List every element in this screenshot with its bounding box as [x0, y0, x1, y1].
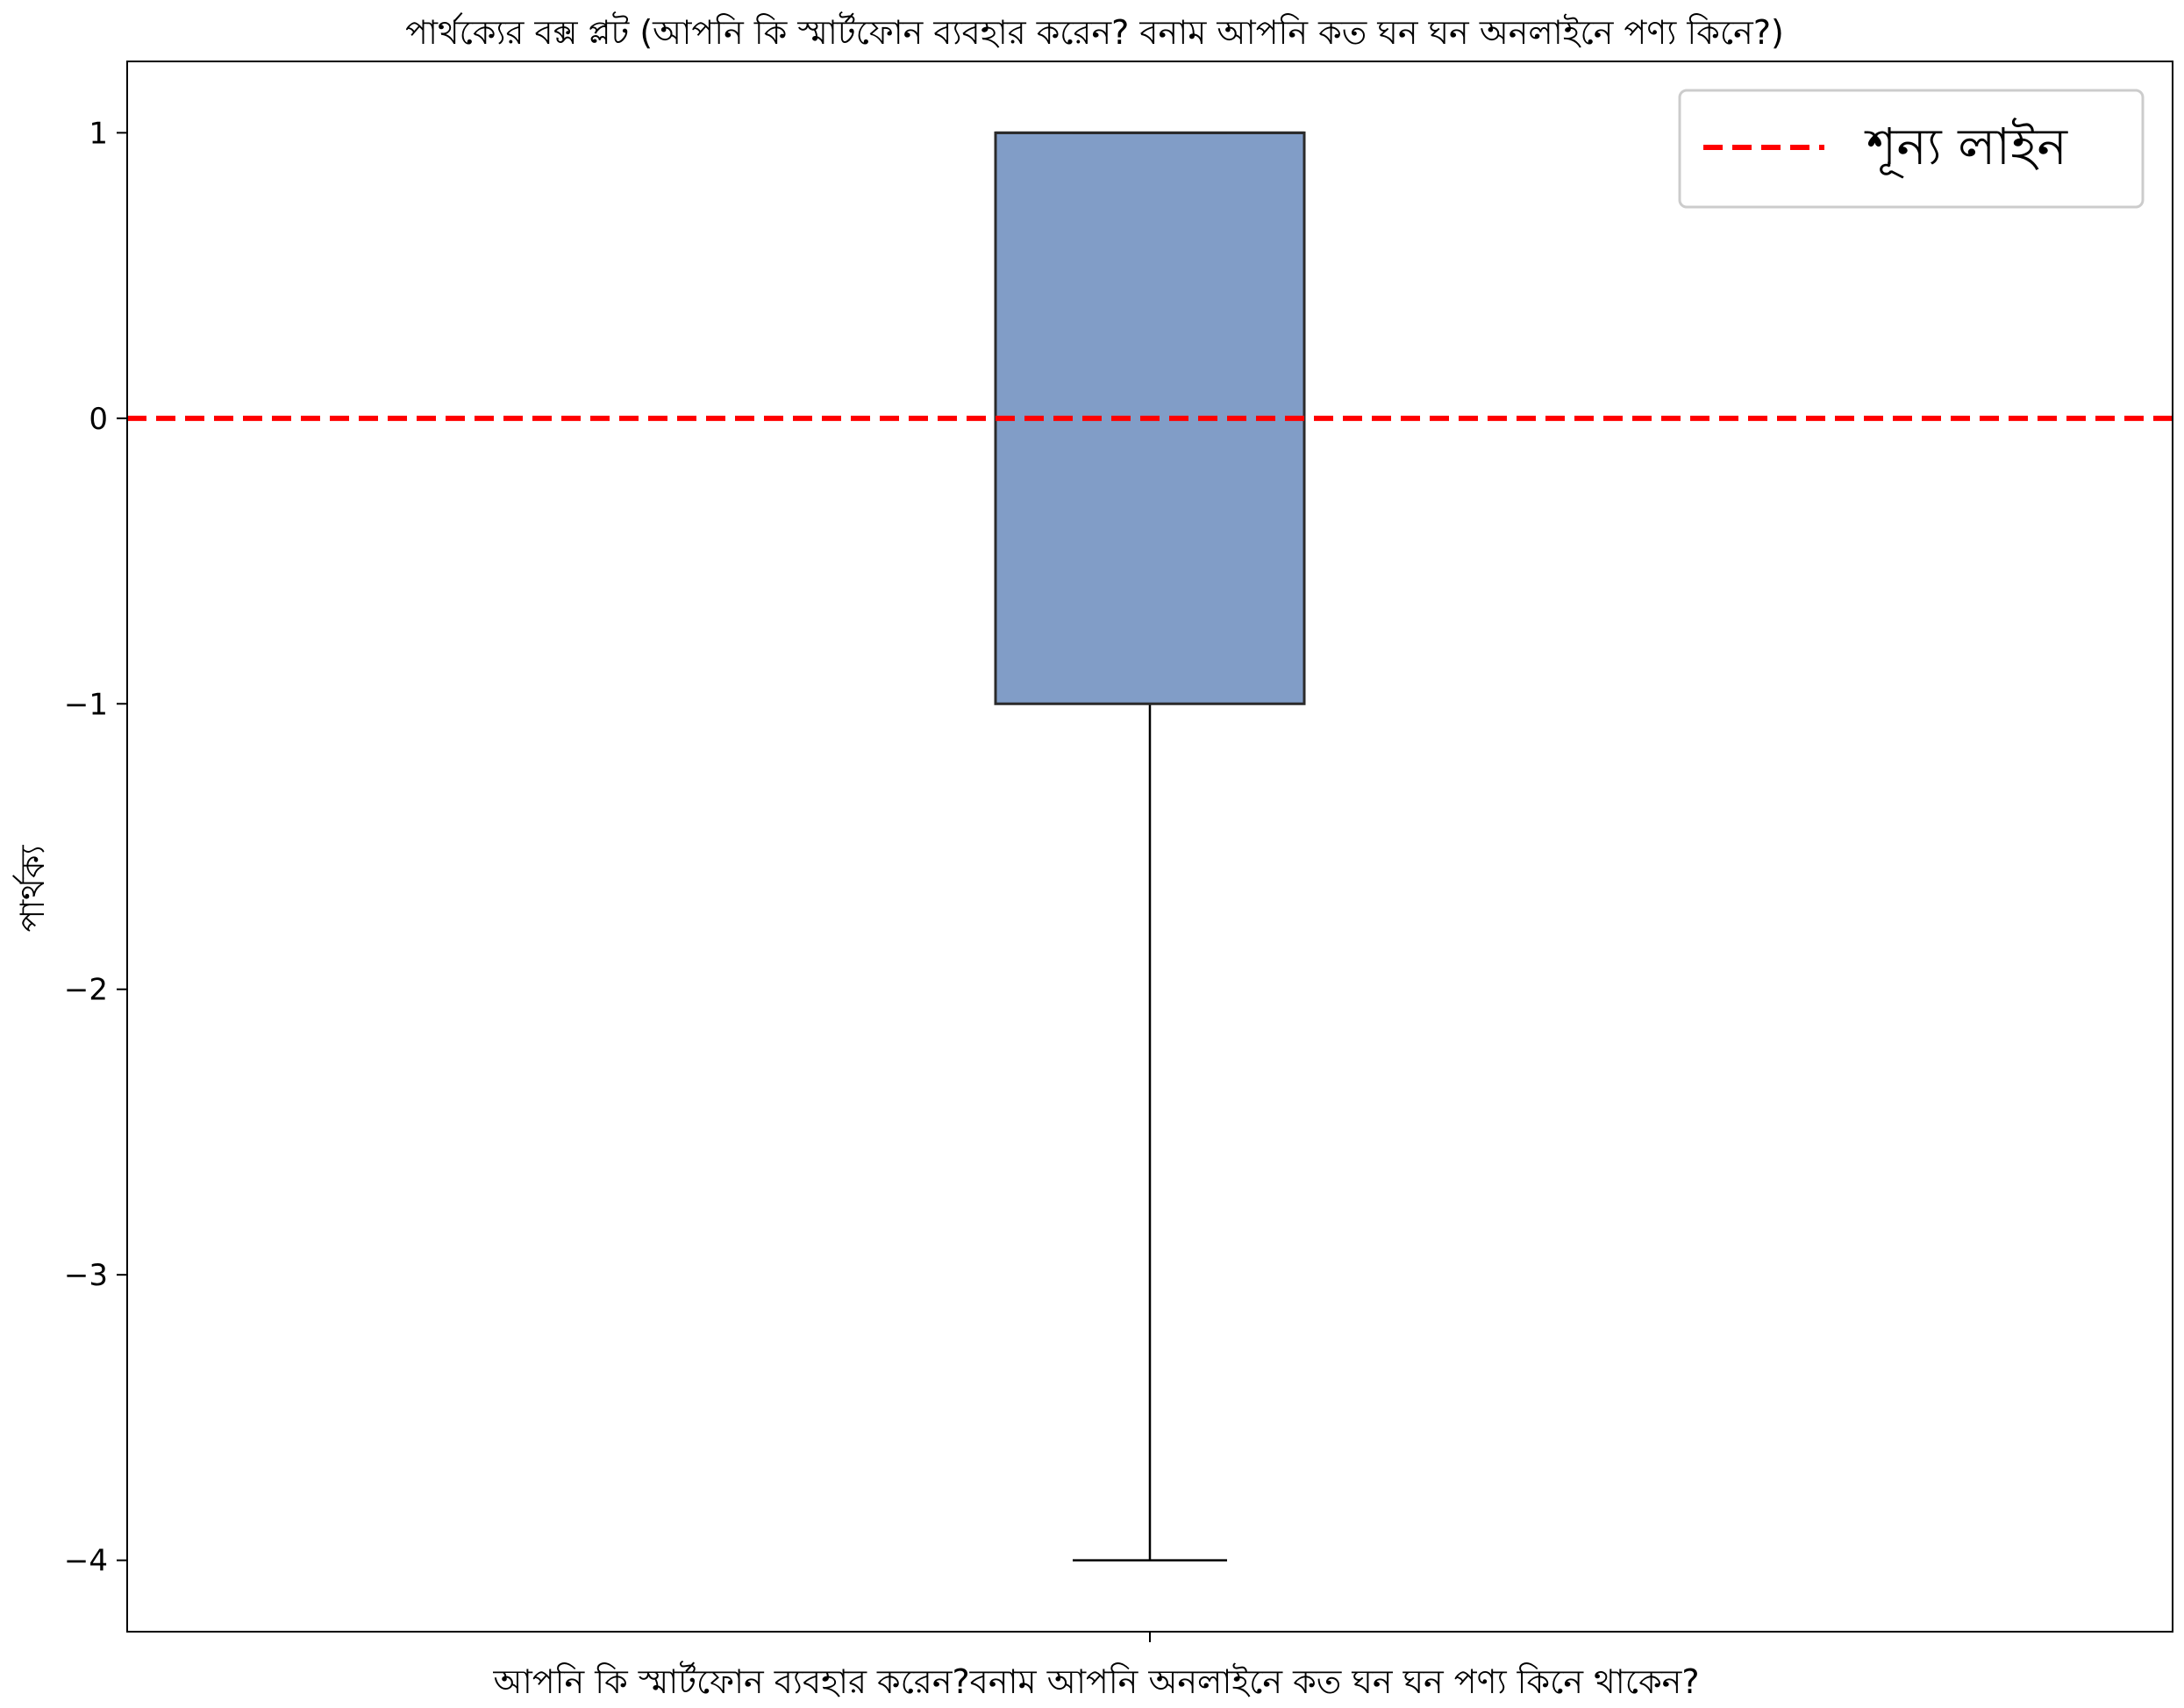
y-tick-label: −2	[64, 973, 108, 1008]
y-tick-label: 1	[89, 116, 108, 151]
y-tick-label: −4	[64, 1544, 108, 1579]
x-axis-label: আপনি কি স্মার্টফোন ব্যবহার করেন?বনাম আপন…	[493, 1661, 1700, 1701]
y-axis-label: পার্থক্য	[12, 845, 52, 933]
y-tick-label: −1	[64, 687, 108, 722]
plot-area-frame	[126, 61, 2173, 1633]
y-tick-label: 0	[89, 402, 108, 437]
y-tick-label: −3	[64, 1258, 108, 1293]
y-axis-ticks: 1 0 −1 −2 −3 −4	[64, 116, 127, 1579]
legend: শূন্য লাইন	[1678, 89, 2145, 209]
legend-label: শূন্য লাইন	[1864, 117, 2068, 178]
box-plot	[994, 131, 1306, 1561]
chart-title: পার্থক্যের বক্স প্লট (আপনি কি স্মার্টফোন…	[405, 11, 1784, 52]
legend-box	[1678, 89, 2145, 209]
